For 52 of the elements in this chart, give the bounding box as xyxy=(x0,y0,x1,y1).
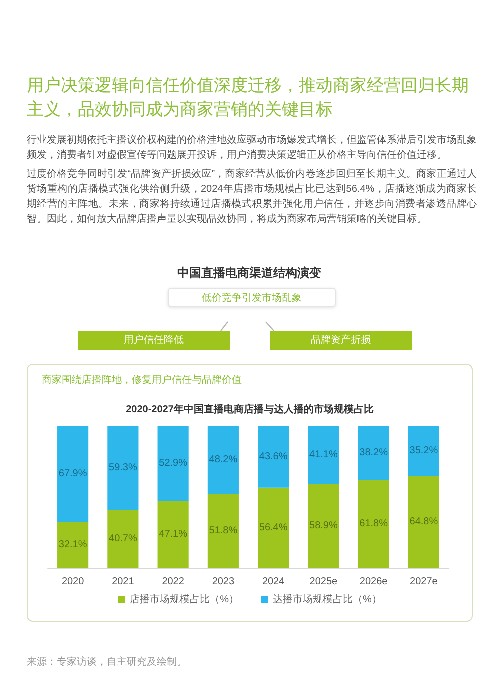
bar xyxy=(108,510,139,568)
bar xyxy=(258,488,290,568)
data-label: 56.4% xyxy=(259,522,288,534)
x-tick-label: 2026e xyxy=(360,576,388,588)
data-label: 47.1% xyxy=(159,529,188,540)
source-note: 来源：专家访谈，自主研究及绘制。 xyxy=(27,656,188,669)
data-label: 38.2% xyxy=(360,448,388,459)
x-tick-label: 2022 xyxy=(162,576,185,588)
text: 低价竞争引发市场乱象 xyxy=(168,288,336,307)
data-label: 40.7% xyxy=(109,534,138,545)
bar xyxy=(58,426,89,522)
x-tick-label: 2024 xyxy=(262,576,286,588)
text: 过度价格竞争同时引发“品牌资产折损效应”，商家经营从低价内卷逐步回归至长期主义。商家正通过人货场重构的店播模式强化供给侧升级，2024年店播市场规模占比已达到56.4%，店播逐渐成为商家长期经营的主阵地。未来，商家将持续通过店播模式积累并强化用户信任，并逐步向消费者渗透品牌心智。因此，如何放大品牌店播声量以实现品效协同，将成为商家布局营销策略的关键目标。 xyxy=(27,168,477,227)
data-label: 67.9% xyxy=(58,468,88,480)
bar xyxy=(108,426,139,510)
x-tick-label: 2020 xyxy=(62,576,85,588)
data-label: 51.8% xyxy=(209,526,238,537)
bar xyxy=(408,426,440,476)
bar xyxy=(358,426,390,480)
data-label: 43.6% xyxy=(259,451,288,462)
data-label: 52.9% xyxy=(159,458,188,470)
bar xyxy=(258,426,290,488)
bar xyxy=(208,426,239,494)
bar xyxy=(58,522,89,568)
text: 行业发展初期依托主播议价权构建的价格洼地效应驱动市场爆发式增长，但监管体系滞后引发市场乱象频发，消费者针对虚假宣传等问题展开投诉，用户消费决策逻辑正从价格主导向信任价值迁移。 xyxy=(27,134,477,163)
x-tick-label: 2021 xyxy=(112,576,135,588)
data-label: 32.1% xyxy=(58,540,88,551)
bar xyxy=(158,426,189,502)
chart-title: 2020-2027年中国直播电商店播与达人播的市场规模占比 xyxy=(126,404,374,416)
bar xyxy=(208,494,239,568)
x-tick-label: 2023 xyxy=(212,576,235,588)
data-label: 48.2% xyxy=(209,454,238,466)
legend-label: 达播市场规模占比（%） xyxy=(273,594,382,606)
x-tick-label: 2027e xyxy=(410,576,438,588)
bar xyxy=(408,476,440,568)
text: 用户信任降低 xyxy=(78,331,230,350)
bar xyxy=(158,501,189,568)
bar xyxy=(308,484,340,568)
text: 中国直播电商渠道结构演变 xyxy=(176,265,322,282)
text: 用户决策逻辑向信任价值深度迁移，推动商家经营回归长期主义，品效协同成为商家营销的关键目标 xyxy=(27,75,470,121)
text: 商家围绕店播阵地，修复用户信任与品牌价值 xyxy=(42,374,243,387)
data-label: 59.3% xyxy=(109,462,138,474)
legend-label: 店播市场规模占比（%） xyxy=(130,594,240,606)
data-label: 35.2% xyxy=(410,445,438,456)
bar xyxy=(308,426,340,484)
x-tick-label: 2025e xyxy=(310,576,338,588)
data-label: 41.1% xyxy=(310,450,338,461)
data-label: 64.8% xyxy=(410,516,438,528)
text: 品牌资产折损 xyxy=(270,331,412,350)
bar xyxy=(358,480,390,568)
data-label: 61.8% xyxy=(360,518,388,530)
data-label: 58.9% xyxy=(310,520,338,532)
